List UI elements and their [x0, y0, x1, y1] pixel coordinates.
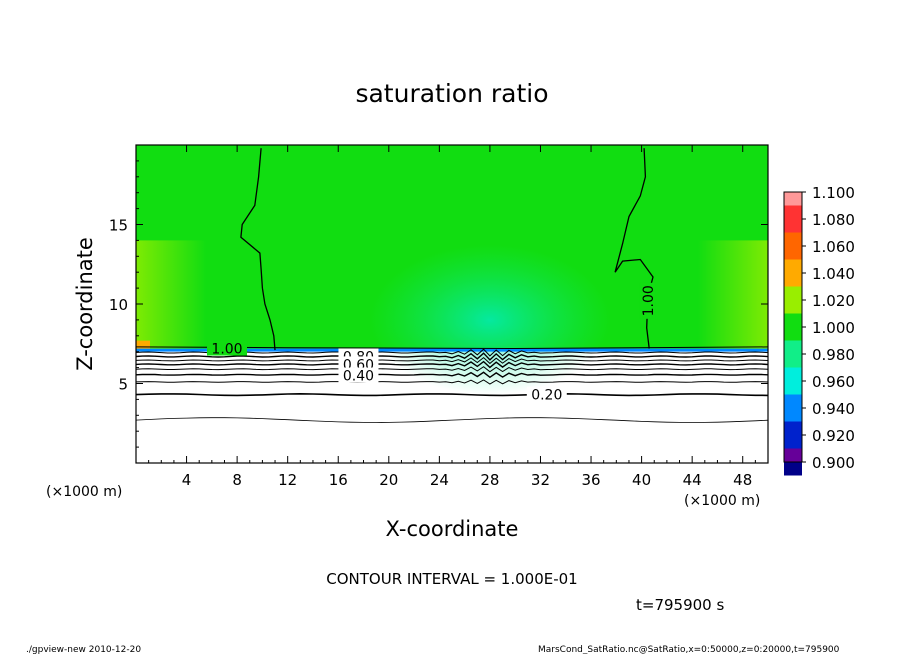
x-tick-label: 20	[379, 471, 398, 489]
contour-line-0.80	[136, 352, 768, 361]
colorbar: 1.100 1.080 1.060 1.040 1.020 1.000 0.980 0.960…	[783, 184, 855, 476]
colorbar-swatch	[784, 340, 802, 368]
x-tick-label: 44	[683, 471, 702, 489]
colorbar-swatch	[784, 232, 802, 260]
plot-area: 1.000.800.600.400.201.00	[136, 145, 768, 463]
colorbar-label: 1.020	[812, 292, 855, 310]
x-unit-left: (×1000 m)	[46, 484, 122, 500]
contour-line-0.60	[136, 360, 768, 369]
y-tick-label: 5	[118, 376, 128, 394]
contour-label: 1.00	[211, 342, 242, 358]
left-edge-orange-band	[136, 340, 150, 351]
boundary-blue-line	[136, 348, 768, 352]
footer-right: MarsCond_SatRatio.nc@SatRatio,x=0:50000,…	[538, 645, 840, 654]
colorbar-label: 0.980	[812, 346, 855, 364]
colorbar-label: 1.040	[812, 265, 855, 283]
y-axis-label: Z-coordinate	[73, 237, 97, 371]
colorbar-swatch	[784, 421, 802, 449]
x-tick-label: 36	[581, 471, 600, 489]
y-axis-ticks: 5 10 15	[109, 160, 768, 448]
contour-labels: 1.000.800.600.400.201.00	[207, 282, 657, 404]
colorbar-label: 0.900	[812, 454, 855, 472]
contour-line-0.70	[136, 356, 768, 365]
footer-left: ./gpview-new 2010-12-20	[26, 645, 141, 654]
x-unit-right: (×1000 m)	[684, 493, 760, 509]
contour-interval-text: CONTOUR INTERVAL = 1.000E-01	[326, 570, 577, 588]
x-tick-label: 28	[480, 471, 499, 489]
x-tick-label: 16	[329, 471, 348, 489]
colorbar-swatch	[784, 192, 802, 206]
contour-label-background	[526, 386, 567, 402]
contour-label-background	[639, 282, 656, 319]
x-tick-label: 8	[232, 471, 242, 489]
colorbar-swatch	[784, 367, 802, 395]
contour-label-background	[207, 340, 248, 356]
colorbar-label: 1.080	[812, 211, 855, 229]
x-tick-label: 4	[182, 471, 192, 489]
colorbar-label: 1.060	[812, 238, 855, 256]
center-low-saturation-region	[369, 244, 610, 395]
contour-label: 1.00	[641, 285, 657, 316]
colorbar-label: 0.940	[812, 400, 855, 418]
colorbar-swatch	[784, 205, 802, 233]
colorbar-swatch	[784, 313, 802, 341]
contour-label: 0.20	[531, 388, 562, 404]
contour-line-0.10	[136, 417, 768, 423]
y-tick-label: 15	[109, 217, 128, 235]
contour-line-0.20	[136, 392, 768, 397]
left-edge-high-region	[136, 240, 206, 351]
colorbar-swatch	[784, 394, 802, 422]
colorbar-label: 1.000	[812, 319, 855, 337]
right-edge-high-region	[698, 240, 768, 351]
x-axis-label: X-coordinate	[386, 517, 519, 541]
colorbar-label: 0.960	[812, 373, 855, 391]
y-tick-label: 10	[109, 296, 128, 314]
colorbar-swatch	[784, 286, 802, 314]
colorbar-label: 1.100	[812, 184, 855, 202]
x-tick-label: 32	[531, 471, 550, 489]
contour-label: 0.40	[343, 369, 374, 385]
x-tick-label: 48	[733, 471, 752, 489]
colorbar-swatch	[784, 448, 802, 462]
contour-line-0.50	[136, 366, 768, 373]
time-label: t=795900 s	[636, 596, 724, 614]
colorbar-label: 0.920	[812, 427, 855, 445]
chart-title: saturation ratio	[355, 79, 548, 108]
contour-line-0.40	[136, 371, 768, 379]
contour-line-1.00-left	[240, 148, 276, 351]
x-tick-label: 40	[632, 471, 651, 489]
x-tick-label: 24	[430, 471, 449, 489]
contour-label-background	[338, 367, 379, 383]
x-axis-ticks: 4 8 12 16 20 24 28 32 36 40 44 48	[148, 145, 756, 489]
colorbar-swatch	[784, 259, 802, 287]
contour-line-0.30	[136, 379, 768, 385]
x-tick-label: 12	[278, 471, 297, 489]
